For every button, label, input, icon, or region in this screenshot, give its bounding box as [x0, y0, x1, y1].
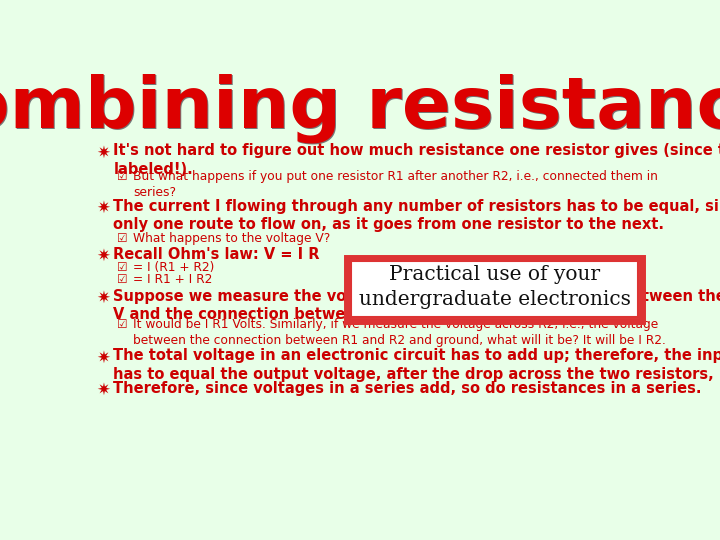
Text: ✷: ✷ — [96, 144, 111, 161]
FancyBboxPatch shape — [347, 258, 642, 321]
Text: Recall Ohm's law: V = I R: Recall Ohm's law: V = I R — [114, 246, 320, 261]
Text: = I (R1 + R2): = I (R1 + R2) — [133, 261, 215, 274]
Text: ☑: ☑ — [117, 273, 127, 286]
Text: = I R1 + I R2: = I R1 + I R2 — [133, 273, 212, 286]
Text: ✷: ✷ — [96, 381, 111, 399]
Text: Therefore, since voltages in a series add, so do resistances in a series.: Therefore, since voltages in a series ad… — [114, 381, 702, 396]
Text: Combining resistances: Combining resistances — [0, 73, 720, 143]
Text: The total voltage in an electronic circuit has to add up; therefore, the input v: The total voltage in an electronic circu… — [114, 348, 720, 382]
Text: It would be I R1 Volts. Similarly, if we measure the voltage across R2, i.e., th: It would be I R1 Volts. Similarly, if we… — [133, 318, 666, 347]
Text: ☑: ☑ — [117, 318, 127, 330]
FancyBboxPatch shape — [351, 261, 638, 317]
Text: Practical use of your: Practical use of your — [389, 265, 600, 284]
Text: ✷: ✷ — [96, 348, 111, 366]
Text: It's not hard to figure out how much resistance one resistor gives (since they a: It's not hard to figure out how much res… — [114, 144, 720, 177]
Text: ✷: ✷ — [96, 246, 111, 265]
Text: ☑: ☑ — [117, 232, 127, 245]
Text: ☑: ☑ — [117, 170, 127, 183]
Text: The current I flowing through any number of resistors has to be equal, since it : The current I flowing through any number… — [114, 199, 720, 232]
Text: ✷: ✷ — [96, 288, 111, 307]
Text: Suppose we measure the voltage across R1, i.e., the voltage between the input po: Suppose we measure the voltage across R1… — [114, 288, 720, 322]
Text: undergraduate electronics: undergraduate electronics — [359, 290, 631, 309]
Text: What happens to the voltage V?: What happens to the voltage V? — [133, 232, 330, 245]
Text: ✷: ✷ — [96, 199, 111, 217]
Text: But what happens if you put one resistor R1 after another R2, i.e., connected th: But what happens if you put one resistor… — [133, 170, 658, 199]
Text: ☑: ☑ — [117, 261, 127, 274]
Text: Combining resistances: Combining resistances — [0, 75, 720, 145]
